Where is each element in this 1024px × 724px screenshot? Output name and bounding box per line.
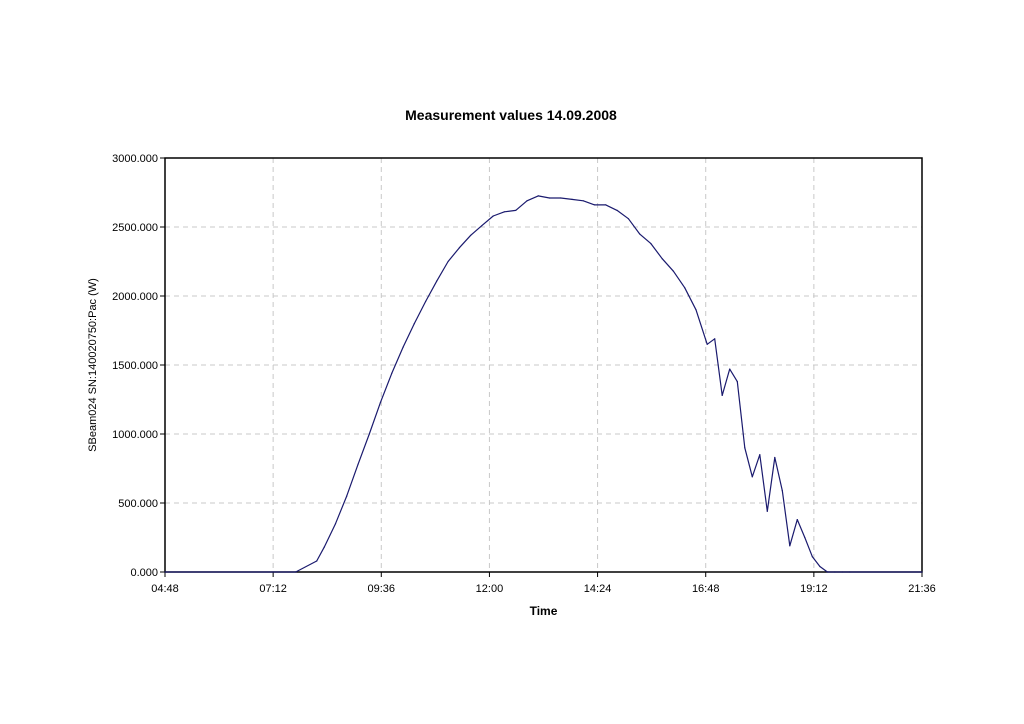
- data-point: [492, 215, 494, 217]
- data-point: [841, 571, 844, 573]
- x-tick-label: 14:24: [584, 583, 612, 595]
- data-point: [616, 209, 618, 211]
- data-point: [447, 260, 449, 263]
- y-tick-label: 3000.000: [112, 153, 158, 165]
- x-tick-label: 09:36: [368, 583, 396, 595]
- data-point: [316, 560, 318, 562]
- data-point: [826, 571, 829, 573]
- data-point: [706, 343, 708, 345]
- data-point: [759, 454, 761, 456]
- data-point: [796, 519, 798, 521]
- data-point: [323, 546, 325, 548]
- y-tick-label: 1500.000: [112, 360, 158, 372]
- data-point: [346, 495, 348, 497]
- data-point: [368, 433, 370, 435]
- data-point: [744, 447, 746, 449]
- data-point: [714, 338, 716, 340]
- data-point: [834, 571, 836, 573]
- data-point: [334, 523, 337, 525]
- data-point: [661, 258, 663, 260]
- data-point: [672, 270, 675, 272]
- y-tick-label: 0.000: [130, 567, 158, 579]
- data-point: [515, 209, 517, 211]
- x-tick-label: 12:00: [476, 583, 504, 595]
- data-point: [736, 381, 738, 383]
- data-point: [729, 368, 731, 370]
- data-point: [548, 197, 551, 199]
- chart-title: Measurement values 14.09.2008: [405, 107, 617, 123]
- x-axis: 04:48 07:12 09:36 12:00 14:24 16:48 19:12 21:36: [151, 572, 936, 595]
- data-point: [639, 233, 641, 235]
- y-tick-label: 500.000: [118, 498, 158, 510]
- data-point: [766, 510, 768, 512]
- x-tick-label: 16:48: [692, 583, 720, 595]
- data-point: [921, 571, 923, 573]
- data-point: [164, 571, 166, 573]
- data-point: [357, 463, 359, 465]
- x-tick-label: 04:48: [151, 583, 179, 595]
- x-tick-label: 19:12: [800, 583, 828, 595]
- y-axis: 0.000 500.000 1000.000 1500.000 2000.000 2500…: [112, 153, 165, 579]
- data-point: [571, 198, 573, 200]
- y-tick-label: 2000.000: [112, 291, 158, 303]
- data-point: [774, 456, 776, 459]
- data-point: [804, 536, 806, 539]
- data-point: [379, 401, 382, 403]
- y-axis-title: SBeam024 SN:140020750:Pac (W): [87, 278, 99, 452]
- data-point: [503, 211, 505, 213]
- data-point: [781, 490, 783, 492]
- data-point: [582, 200, 584, 202]
- y-tick-label: 2500.000: [112, 222, 158, 234]
- data-point: [627, 218, 630, 220]
- x-tick-label: 07:12: [259, 583, 287, 595]
- y-tick-label: 1000.000: [112, 429, 158, 441]
- data-point: [721, 394, 723, 396]
- data-point: [526, 200, 528, 202]
- data-point: [295, 571, 297, 573]
- data-point: [684, 287, 686, 289]
- data-point: [391, 372, 393, 374]
- data-point: [650, 243, 652, 245]
- grid-lines: [165, 158, 922, 572]
- data-point: [272, 571, 274, 573]
- data-point: [811, 556, 814, 558]
- data-point: [695, 309, 697, 311]
- series-layer: [164, 195, 923, 573]
- data-point: [402, 346, 404, 348]
- data-point: [436, 280, 438, 282]
- data-point: [413, 323, 415, 325]
- series-line: [165, 195, 922, 573]
- data-point: [481, 225, 483, 227]
- x-axis-title: Time: [530, 604, 558, 618]
- x-tick-label: 21:36: [908, 583, 936, 595]
- data-point: [425, 300, 427, 303]
- data-point: [594, 204, 596, 206]
- data-point: [789, 545, 791, 547]
- data-point: [751, 476, 753, 478]
- data-point: [819, 565, 821, 568]
- data-point: [458, 247, 460, 249]
- data-point: [537, 195, 539, 197]
- data-point: [470, 234, 472, 236]
- data-point: [849, 571, 851, 573]
- data-point: [560, 197, 562, 199]
- data-point: [605, 204, 607, 206]
